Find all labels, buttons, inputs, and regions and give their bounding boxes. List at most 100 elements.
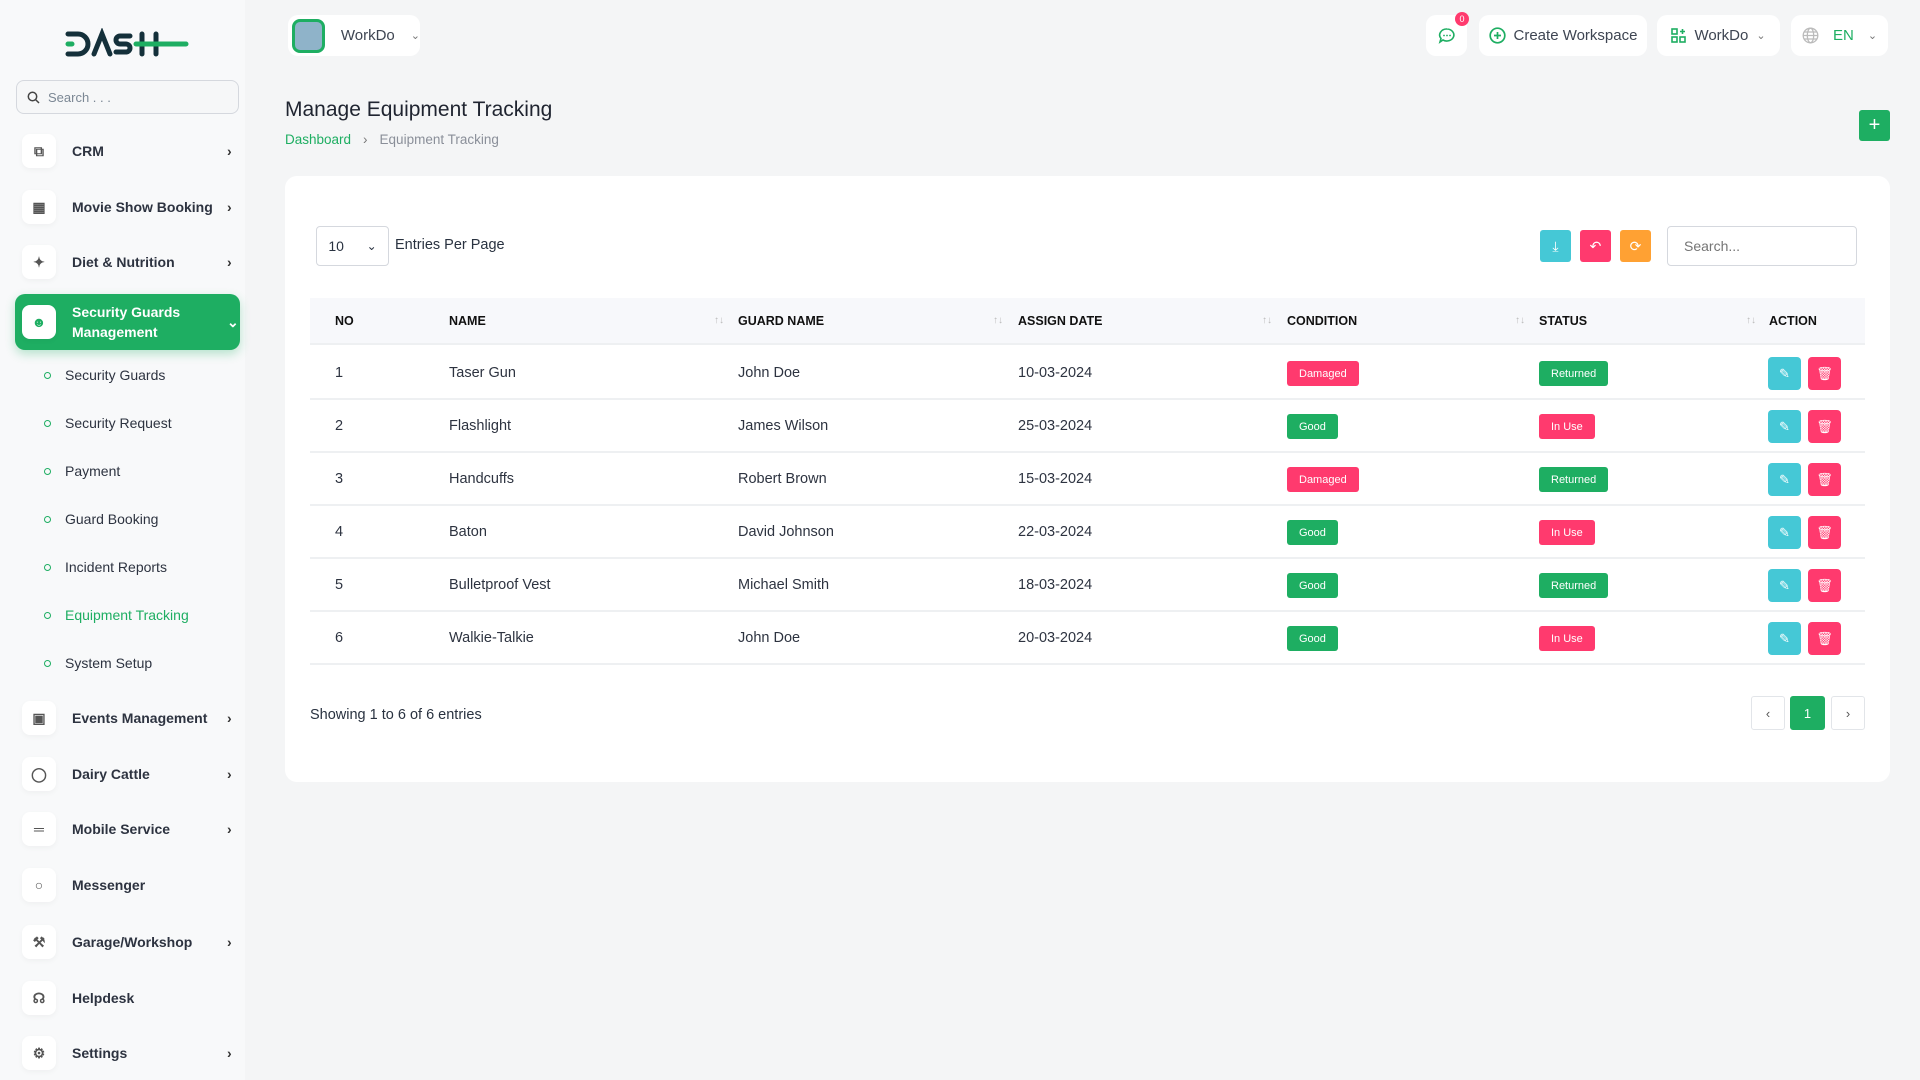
workspace-dropdown[interactable]: WorkDo ⌄ — [288, 15, 420, 56]
plus-icon: + — [1868, 114, 1881, 136]
column-header-guard-name[interactable]: GUARD NAME — [738, 314, 825, 328]
table-card — [285, 176, 1890, 782]
submenu-item-label: Guard Booking — [65, 511, 159, 527]
entries-per-page-select[interactable]: 10 ⌄ — [316, 226, 389, 266]
sidebar-item-label: Movie Show Booking — [72, 199, 213, 215]
sidebar-item-settings[interactable]: ⚙ Settings › — [15, 1031, 240, 1075]
submenu-item-payment[interactable]: Payment — [44, 463, 120, 479]
prev-page-button[interactable]: ‹ — [1751, 696, 1785, 730]
edit-button[interactable]: ✎ — [1768, 569, 1801, 602]
sidebar-item-crm[interactable]: ⧉ CRM › — [15, 129, 240, 173]
reset-button[interactable]: ↶ — [1580, 230, 1611, 262]
sort-icon[interactable]: ↑↓ — [1262, 315, 1272, 326]
chevron-right-icon: › — [227, 710, 232, 726]
language-dropdown[interactable]: EN ⌄ — [1791, 15, 1888, 56]
bullet-icon — [44, 467, 51, 475]
bottle-icon: ◯ — [22, 757, 56, 791]
crm-icon: ⧉ — [22, 134, 56, 168]
plus-circle-icon — [1488, 27, 1506, 44]
submenu-item-incident-reports[interactable]: Incident Reports — [44, 559, 167, 575]
create-workspace-button[interactable]: Create Workspace — [1479, 15, 1647, 56]
sidebar-item-movie-show-booking[interactable]: ▦ Movie Show Booking › — [15, 185, 240, 229]
status-badge: In Use — [1539, 520, 1595, 545]
column-header-name[interactable]: NAME — [449, 314, 486, 328]
chevron-right-icon: › — [227, 199, 232, 215]
submenu-item-label: Equipment Tracking — [65, 607, 189, 623]
edit-button[interactable]: ✎ — [1768, 622, 1801, 655]
column-header-assign-date[interactable]: ASSIGN DATE — [1018, 314, 1103, 328]
page-1-button[interactable]: 1 — [1790, 696, 1825, 730]
edit-button[interactable]: ✎ — [1768, 357, 1801, 390]
submenu-item-system-setup[interactable]: System Setup — [44, 655, 152, 671]
cell-no: 4 — [335, 524, 344, 540]
delete-button[interactable]: 🗑 — [1808, 463, 1841, 496]
cell-no: 6 — [335, 630, 344, 646]
breadcrumb-dashboard[interactable]: Dashboard — [285, 132, 352, 147]
table-row: 3 Handcuffs Robert Brown 15-03-2024 Dama… — [310, 453, 1865, 506]
pencil-icon: ✎ — [1779, 524, 1790, 540]
sidebar-search-input[interactable]: Search . . . — [16, 80, 239, 114]
sort-icon[interactable]: ↑↓ — [1515, 315, 1525, 326]
building-icon — [292, 18, 325, 53]
trash-icon: 🗑 — [1816, 471, 1833, 487]
submenu-item-security-request[interactable]: Security Request — [44, 415, 172, 431]
sidebar-item-garage-workshop[interactable]: ⚒ Garage/Workshop › — [15, 920, 240, 964]
table-row: 2 Flashlight James Wilson 25-03-2024 Goo… — [310, 400, 1865, 453]
edit-button[interactable]: ✎ — [1768, 516, 1801, 549]
sidebar-item-label: Settings — [72, 1045, 128, 1061]
trash-icon: 🗑 — [1816, 524, 1833, 540]
delete-button[interactable]: 🗑 — [1808, 569, 1841, 602]
sidebar-item-diet-nutrition[interactable]: ✦ Diet & Nutrition › — [15, 240, 240, 284]
sort-icon[interactable]: ↑↓ — [714, 315, 724, 326]
sidebar-item-dairy-cattle[interactable]: ◯ Dairy Cattle › — [15, 752, 240, 796]
sidebar-item-messenger[interactable]: ○ Messenger — [15, 863, 240, 907]
submenu-item-label: Payment — [65, 463, 121, 479]
globe-icon — [1802, 27, 1819, 44]
sidebar-item-mobile-service[interactable]: ═ Mobile Service › — [15, 807, 240, 851]
delete-button[interactable]: 🗑 — [1808, 410, 1841, 443]
edit-button[interactable]: ✎ — [1768, 463, 1801, 496]
submenu-item-security-guards[interactable]: Security Guards — [44, 367, 165, 383]
utensils-icon: ✦ — [22, 245, 56, 279]
submenu-item-label: Security Guards — [65, 367, 166, 383]
condition-badge: Good — [1287, 573, 1338, 598]
delete-button[interactable]: 🗑 — [1808, 357, 1841, 390]
status-badge: Returned — [1539, 573, 1609, 598]
submenu-item-label: Security Request — [65, 415, 172, 431]
sidebar-item-helpdesk[interactable]: ☊ Helpdesk — [15, 976, 240, 1020]
workspace-switcher[interactable]: WorkDo ⌄ — [1657, 15, 1780, 56]
cell-guard-name: John Doe — [738, 630, 801, 646]
sidebar-item-security-guards-management[interactable]: ☻ Security Guards Management ⌄ — [15, 294, 240, 350]
cell-no: 2 — [335, 418, 344, 434]
edit-button[interactable]: ✎ — [1768, 410, 1801, 443]
condition-badge: Good — [1287, 520, 1338, 545]
column-header-condition[interactable]: CONDITION — [1287, 314, 1358, 328]
breadcrumb-current: Equipment Tracking — [379, 132, 499, 147]
workspace-name: WorkDo — [340, 27, 395, 44]
sidebar-item-label: Events Management — [72, 710, 208, 726]
column-header-no[interactable]: NO — [335, 314, 354, 328]
refresh-button[interactable]: ⟳ — [1620, 230, 1651, 262]
table-search-input[interactable] — [1667, 226, 1857, 266]
cell-name: Bulletproof Vest — [449, 577, 551, 593]
chevron-right-icon: › — [227, 766, 232, 782]
column-header-action[interactable]: ACTION — [1769, 314, 1817, 328]
delete-button[interactable]: 🗑 — [1808, 516, 1841, 549]
pencil-icon: ✎ — [1779, 471, 1790, 487]
submenu-item-guard-booking[interactable]: Guard Booking — [44, 511, 158, 527]
sort-icon[interactable]: ↑↓ — [1746, 315, 1756, 326]
sidebar-item-events-management[interactable]: ▣ Events Management › — [15, 696, 240, 740]
next-page-button[interactable]: › — [1831, 696, 1865, 730]
entries-per-page-value: 10 — [328, 238, 344, 254]
sort-icon[interactable]: ↑↓ — [993, 315, 1003, 326]
add-button[interactable]: + — [1859, 110, 1890, 141]
export-button[interactable]: ⤓ — [1540, 230, 1571, 262]
submenu-item-equipment-tracking[interactable]: Equipment Tracking — [44, 607, 189, 623]
pencil-icon: ✎ — [1779, 365, 1790, 381]
column-header-status[interactable]: STATUS — [1539, 314, 1588, 328]
user-check-icon: ☻ — [22, 305, 56, 339]
delete-button[interactable]: 🗑 — [1808, 622, 1841, 655]
cell-name: Baton — [449, 524, 487, 540]
messages-button[interactable]: 0 — [1426, 12, 1469, 56]
sidebar-item-label: Security Guards Management — [72, 304, 181, 340]
